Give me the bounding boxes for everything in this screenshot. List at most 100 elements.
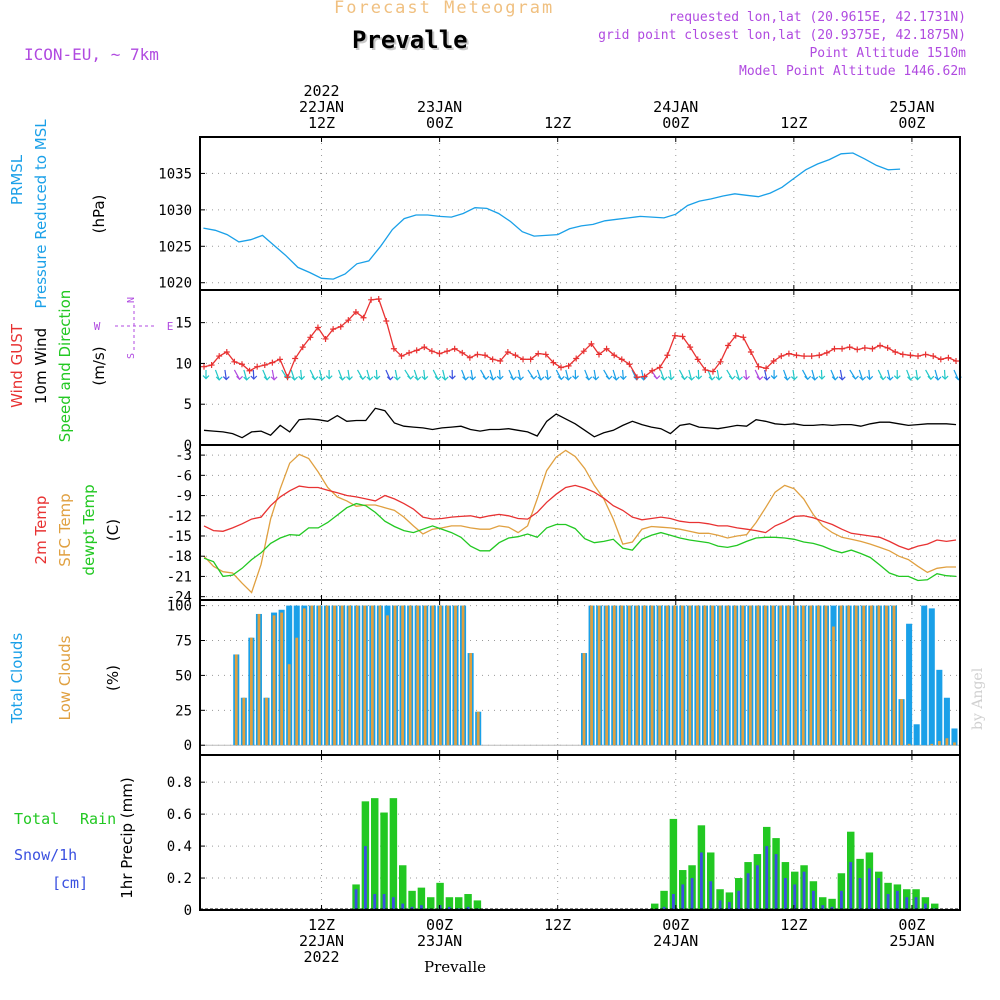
- wind-gust-marker: [945, 354, 952, 361]
- wind-direction-arrow: [830, 369, 836, 380]
- low-cloud-bar: [287, 664, 291, 746]
- low-cloud-bar: [363, 605, 367, 746]
- y-tick-label: 1035: [158, 166, 192, 182]
- total-rain-bar: [716, 889, 724, 910]
- wind-gust-marker: [877, 342, 884, 349]
- time-axis-label-bottom: 22JAN: [299, 932, 344, 950]
- model-label: ICON-EU, ~ 7km: [24, 45, 159, 64]
- precip-snow-label: Snow/1h: [14, 846, 77, 864]
- total-rain-bar: [436, 882, 444, 910]
- wind-gust-marker: [595, 351, 602, 358]
- meteogram-title: Forecast Meteogram: [334, 0, 555, 18]
- low-cloud-bar: [333, 605, 336, 746]
- wind-direction-arrow: [631, 369, 638, 380]
- wind-direction-arrowhead: [270, 376, 278, 381]
- snow-bar: [868, 868, 871, 910]
- total-rain-bar: [819, 897, 827, 910]
- time-axis-label-top: 00Z: [426, 114, 453, 132]
- y-tick-label: 5: [184, 397, 192, 413]
- wind-gust-marker: [558, 364, 565, 371]
- time-axis-label-top: 25JAN: [889, 98, 934, 116]
- dewpt-temp-label: dewpt Temp: [80, 484, 98, 575]
- wind-gust-marker: [299, 344, 306, 351]
- snow-bar: [756, 865, 759, 910]
- low-cloud-bar: [265, 697, 268, 746]
- wind-direction-arrow: [783, 369, 788, 381]
- snow-bar: [718, 900, 722, 910]
- snow-bar: [392, 897, 395, 910]
- wind-direction-arrowhead: [783, 376, 791, 381]
- low-cloud-bar: [892, 605, 896, 746]
- wind-gust-marker: [709, 368, 716, 375]
- low-cloud-bar: [393, 605, 397, 746]
- wind-direction-arrowhead: [866, 375, 874, 381]
- low-cloud-bar: [771, 605, 775, 746]
- wind-direction-arrow: [915, 369, 919, 380]
- time-axis-label-top: 12Z: [308, 114, 335, 132]
- wind-direction-arrow: [375, 369, 378, 380]
- total-rain-bar: [417, 887, 426, 910]
- wind-10m-label: 10m Wind: [32, 328, 50, 404]
- wind-direction-arrowhead: [544, 376, 552, 381]
- compass-south: S: [126, 353, 137, 359]
- wind-direction-arrowhead: [886, 376, 894, 381]
- wind-direction-arrowhead: [236, 375, 243, 381]
- wind-direction-arrowhead: [298, 375, 306, 381]
- snow-bar: [802, 871, 806, 910]
- y-tick-label: 0: [184, 903, 192, 919]
- low-cloud-bar: [355, 605, 359, 746]
- wind-gust-marker: [823, 349, 830, 356]
- low-cloud-bar: [680, 605, 684, 746]
- wind-direction-arrowhead: [338, 376, 346, 381]
- wind-gust-line: [203, 298, 957, 380]
- precip-unit-label: 1hr Precip (mm): [118, 777, 136, 898]
- wind-gust-marker: [269, 359, 276, 366]
- y-tick-label: -6: [175, 468, 192, 484]
- y-tick-label: 100: [167, 599, 192, 615]
- y-tick-label: 0.4: [167, 839, 192, 855]
- wind-direction-arrow: [669, 369, 672, 380]
- wind-direction-arrow: [707, 369, 713, 380]
- wind-direction-arrow: [792, 369, 795, 380]
- wind-direction-arrow: [811, 369, 816, 381]
- low-cloud-bar: [726, 605, 730, 746]
- y-tick-label: -15: [167, 529, 192, 545]
- low-cloud-bar: [628, 605, 631, 746]
- wind-direction-arrowhead: [914, 376, 921, 381]
- time-axis-label-top: 24JAN: [653, 98, 698, 116]
- total-rain-bar: [660, 890, 668, 910]
- wind-direction-arrow: [262, 369, 268, 380]
- low-cloud-bar: [779, 605, 782, 746]
- low-clouds-label: Low Clouds: [56, 635, 74, 720]
- low-cloud-bar: [386, 615, 389, 746]
- y-tick-label: -18: [167, 549, 192, 565]
- wind-gust-marker: [922, 351, 929, 358]
- wind-gust-marker: [785, 350, 792, 357]
- wind-direction-arrowhead: [681, 375, 688, 381]
- pressure-label: PRMSL: [8, 154, 26, 205]
- time-axis-label-bottom: 25JAN: [889, 932, 934, 950]
- wind-direction-arrow: [622, 369, 624, 380]
- wind-direction-arrow: [906, 369, 912, 381]
- wind-direction-arrowhead: [393, 376, 401, 381]
- wind-direction-arrow: [858, 369, 864, 381]
- low-cloud-bar: [665, 605, 669, 746]
- low-cloud-bar: [832, 626, 835, 746]
- low-cloud-bar: [862, 605, 866, 746]
- snow-bar: [793, 884, 797, 910]
- time-axis-label-bottom: 12Z: [780, 916, 807, 934]
- total-rain-bar: [651, 903, 659, 910]
- wind-direction-arrowhead: [448, 375, 456, 380]
- wind-direction-arrowhead: [564, 376, 572, 381]
- wind-speed-direction-label: Speed and Direction: [56, 290, 74, 443]
- wind-direction-arrowhead: [852, 375, 859, 380]
- low-cloud-bar: [234, 654, 238, 746]
- wind-gust-marker: [261, 362, 268, 369]
- location-title: Prevalle: [352, 26, 468, 54]
- wind-gust-marker: [375, 295, 382, 302]
- low-cloud-bar: [295, 637, 299, 746]
- low-cloud-bar: [597, 605, 601, 746]
- wind-direction-arrowhead: [640, 376, 648, 381]
- wind-gust-marker: [656, 364, 663, 371]
- low-cloud-bar: [416, 605, 420, 746]
